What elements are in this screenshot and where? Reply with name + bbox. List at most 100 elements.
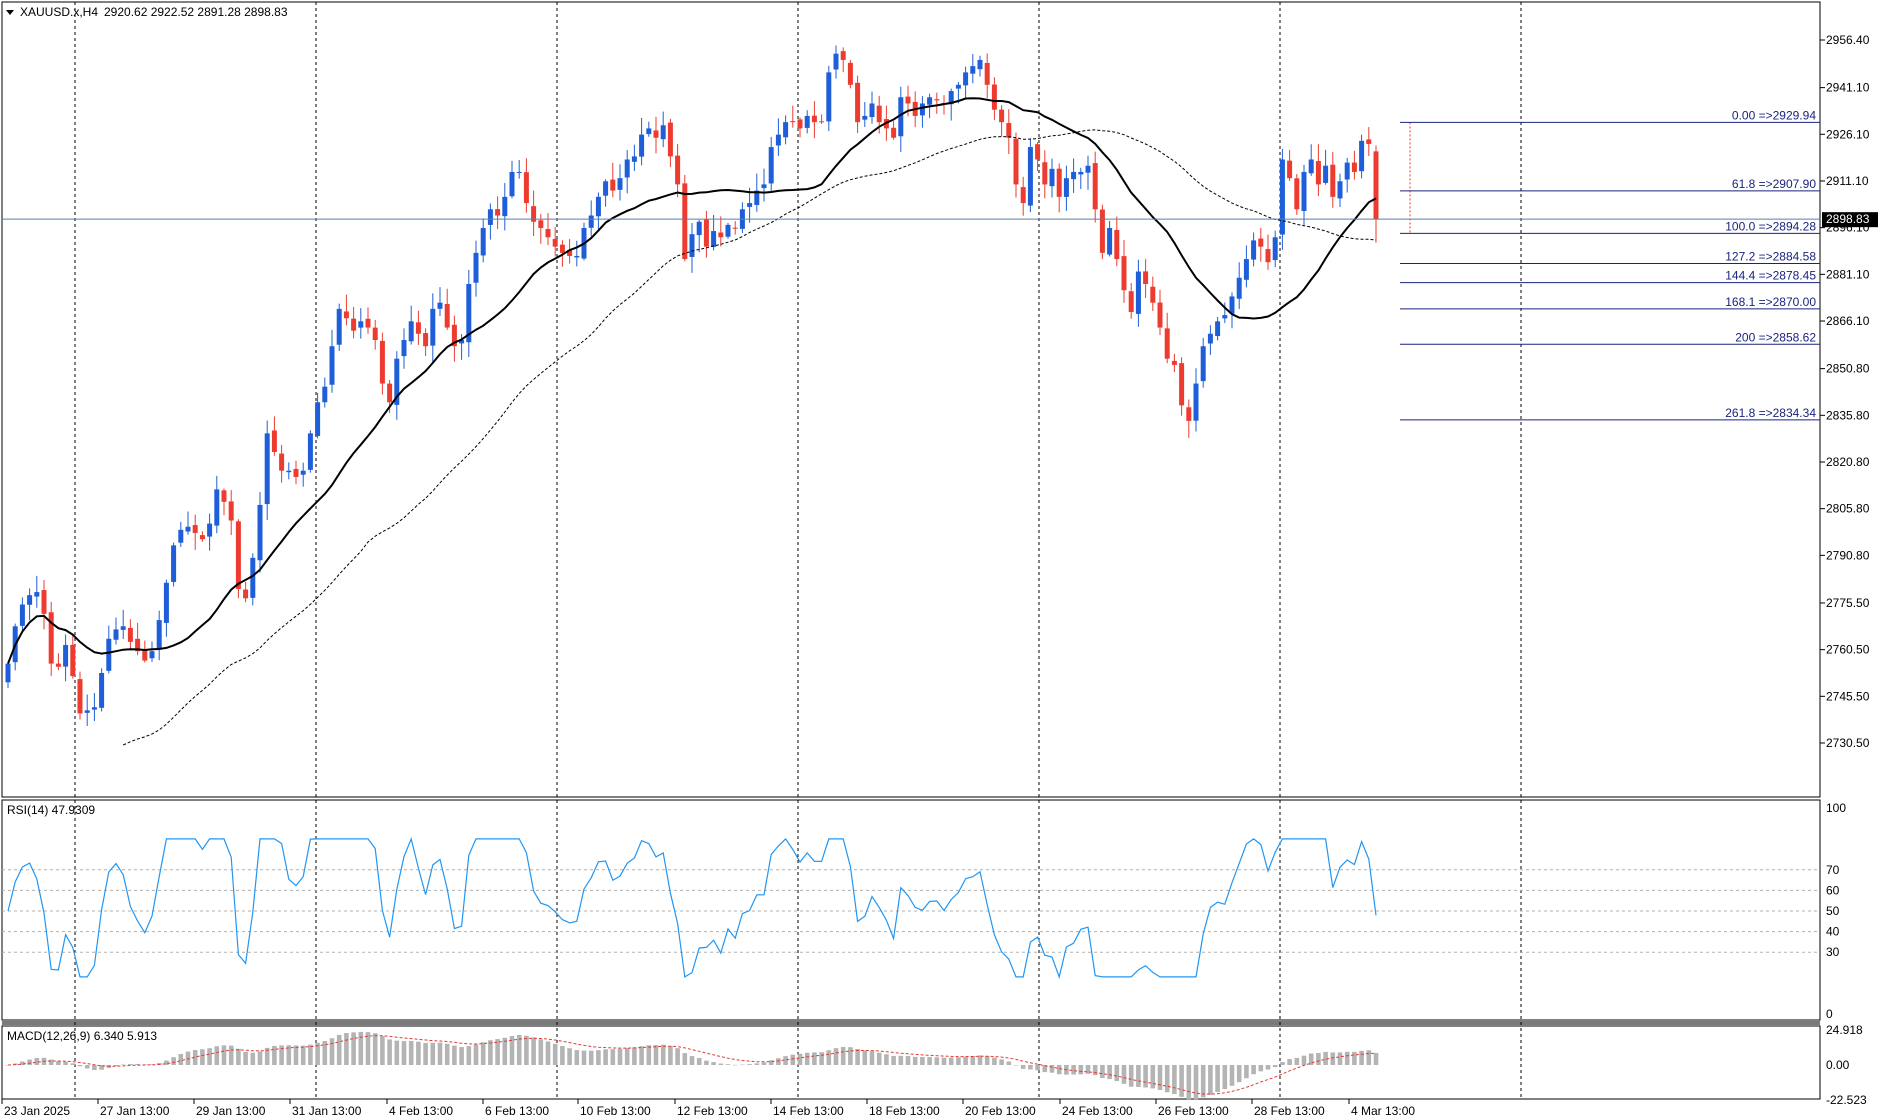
macd-bar — [502, 1037, 508, 1065]
macd-bar — [833, 1048, 839, 1065]
candle — [1150, 276, 1156, 311]
candle — [394, 351, 400, 420]
rsi-panel[interactable] — [1, 799, 1821, 1021]
candle — [1337, 173, 1343, 208]
macd-bar — [135, 1064, 140, 1065]
candle-body — [322, 386, 328, 403]
macd-bar — [308, 1044, 313, 1065]
candle — [27, 588, 33, 621]
macd-bar — [236, 1048, 241, 1065]
candle-body — [199, 535, 205, 540]
candle — [235, 519, 241, 599]
candle — [1251, 232, 1257, 267]
macd-bar — [1272, 1065, 1278, 1068]
candle-body — [1164, 328, 1170, 359]
candle-body — [1186, 407, 1192, 421]
macd-axis: 24.918 0.00 -22.523 — [1826, 1023, 1867, 1107]
price-panel[interactable] — [1, 1, 1821, 798]
macd-bar — [617, 1048, 623, 1065]
candle-body — [567, 249, 573, 256]
candle — [264, 420, 270, 521]
candle — [826, 65, 832, 132]
candle — [178, 521, 184, 547]
macd-bar — [286, 1045, 292, 1065]
candle — [480, 218, 486, 263]
candle-body — [120, 626, 126, 630]
macd-bar — [552, 1043, 558, 1065]
candle-body — [387, 383, 393, 403]
macd-bar — [992, 1057, 997, 1065]
price-tick-label: 2745.50 — [1826, 689, 1870, 703]
fib-level-label: 61.8 =>2907.90 — [1732, 177, 1816, 191]
candle — [970, 54, 976, 84]
candle-body — [444, 304, 450, 328]
rsi-line — [7, 836, 1377, 979]
candle-body — [1315, 161, 1321, 185]
macd-bar — [1301, 1055, 1307, 1065]
macd-bar — [776, 1058, 781, 1065]
macd-bar — [977, 1055, 983, 1065]
macd-bar — [178, 1054, 184, 1065]
candle — [934, 92, 940, 114]
macd-bar — [488, 1040, 493, 1065]
candle-body — [696, 221, 702, 236]
candle-body — [811, 115, 817, 123]
candle — [775, 118, 781, 156]
candle — [603, 179, 609, 207]
fibonacci-expansion[interactable]: 0.00 =>2929.94 61.8 =>2907.90 100.0 =>2894… — [1400, 108, 1820, 421]
macd-bar — [185, 1051, 191, 1065]
macd-bar — [336, 1034, 342, 1065]
candle — [99, 668, 105, 712]
candle — [617, 164, 623, 201]
triangle-down-icon[interactable] — [6, 10, 14, 15]
candle-body — [55, 663, 61, 667]
candle — [91, 693, 97, 722]
candle-body — [99, 672, 105, 708]
macd-bar — [689, 1056, 695, 1065]
candle — [1243, 245, 1249, 288]
candle — [855, 75, 861, 133]
candle-body — [819, 121, 825, 123]
candle — [1279, 148, 1285, 250]
candle-body — [948, 91, 954, 105]
candle-body — [790, 121, 796, 123]
fib-level-label: 200 =>2858.62 — [1735, 330, 1816, 344]
candle — [55, 653, 61, 671]
candle-body — [1366, 139, 1372, 144]
candle — [1315, 144, 1321, 197]
macd-tick-label: 0.00 — [1826, 1058, 1850, 1072]
macd-bar — [1150, 1065, 1156, 1089]
macd-bar — [725, 1064, 731, 1065]
candle-body — [1049, 168, 1055, 187]
macd-bar — [646, 1045, 652, 1065]
macd-bar — [1229, 1065, 1235, 1086]
macd-bar — [1287, 1058, 1292, 1065]
macd-bar — [588, 1050, 594, 1065]
candle-body — [1078, 171, 1084, 175]
candle-body — [1308, 159, 1314, 174]
price-tick-label: 2790.80 — [1826, 548, 1870, 562]
candle — [1308, 144, 1314, 176]
candle-body — [495, 209, 501, 216]
candle-body — [1359, 140, 1365, 172]
candle-body — [927, 97, 933, 105]
macd-bar — [1179, 1065, 1184, 1097]
macd-bar — [1244, 1065, 1249, 1079]
macd-bar — [99, 1065, 104, 1070]
macd-bar — [560, 1046, 565, 1065]
candle — [34, 575, 40, 608]
candle-body — [1229, 296, 1235, 314]
candle-body — [1107, 227, 1113, 255]
candle-body — [1035, 144, 1041, 160]
candle — [999, 105, 1005, 137]
candle — [358, 308, 364, 339]
candle — [768, 136, 774, 193]
macd-bar — [797, 1053, 803, 1065]
candle — [797, 117, 803, 138]
candle — [408, 305, 414, 345]
candle-body — [675, 155, 681, 185]
candle — [192, 514, 198, 550]
candle-body — [689, 234, 695, 257]
candle-body — [934, 99, 940, 101]
